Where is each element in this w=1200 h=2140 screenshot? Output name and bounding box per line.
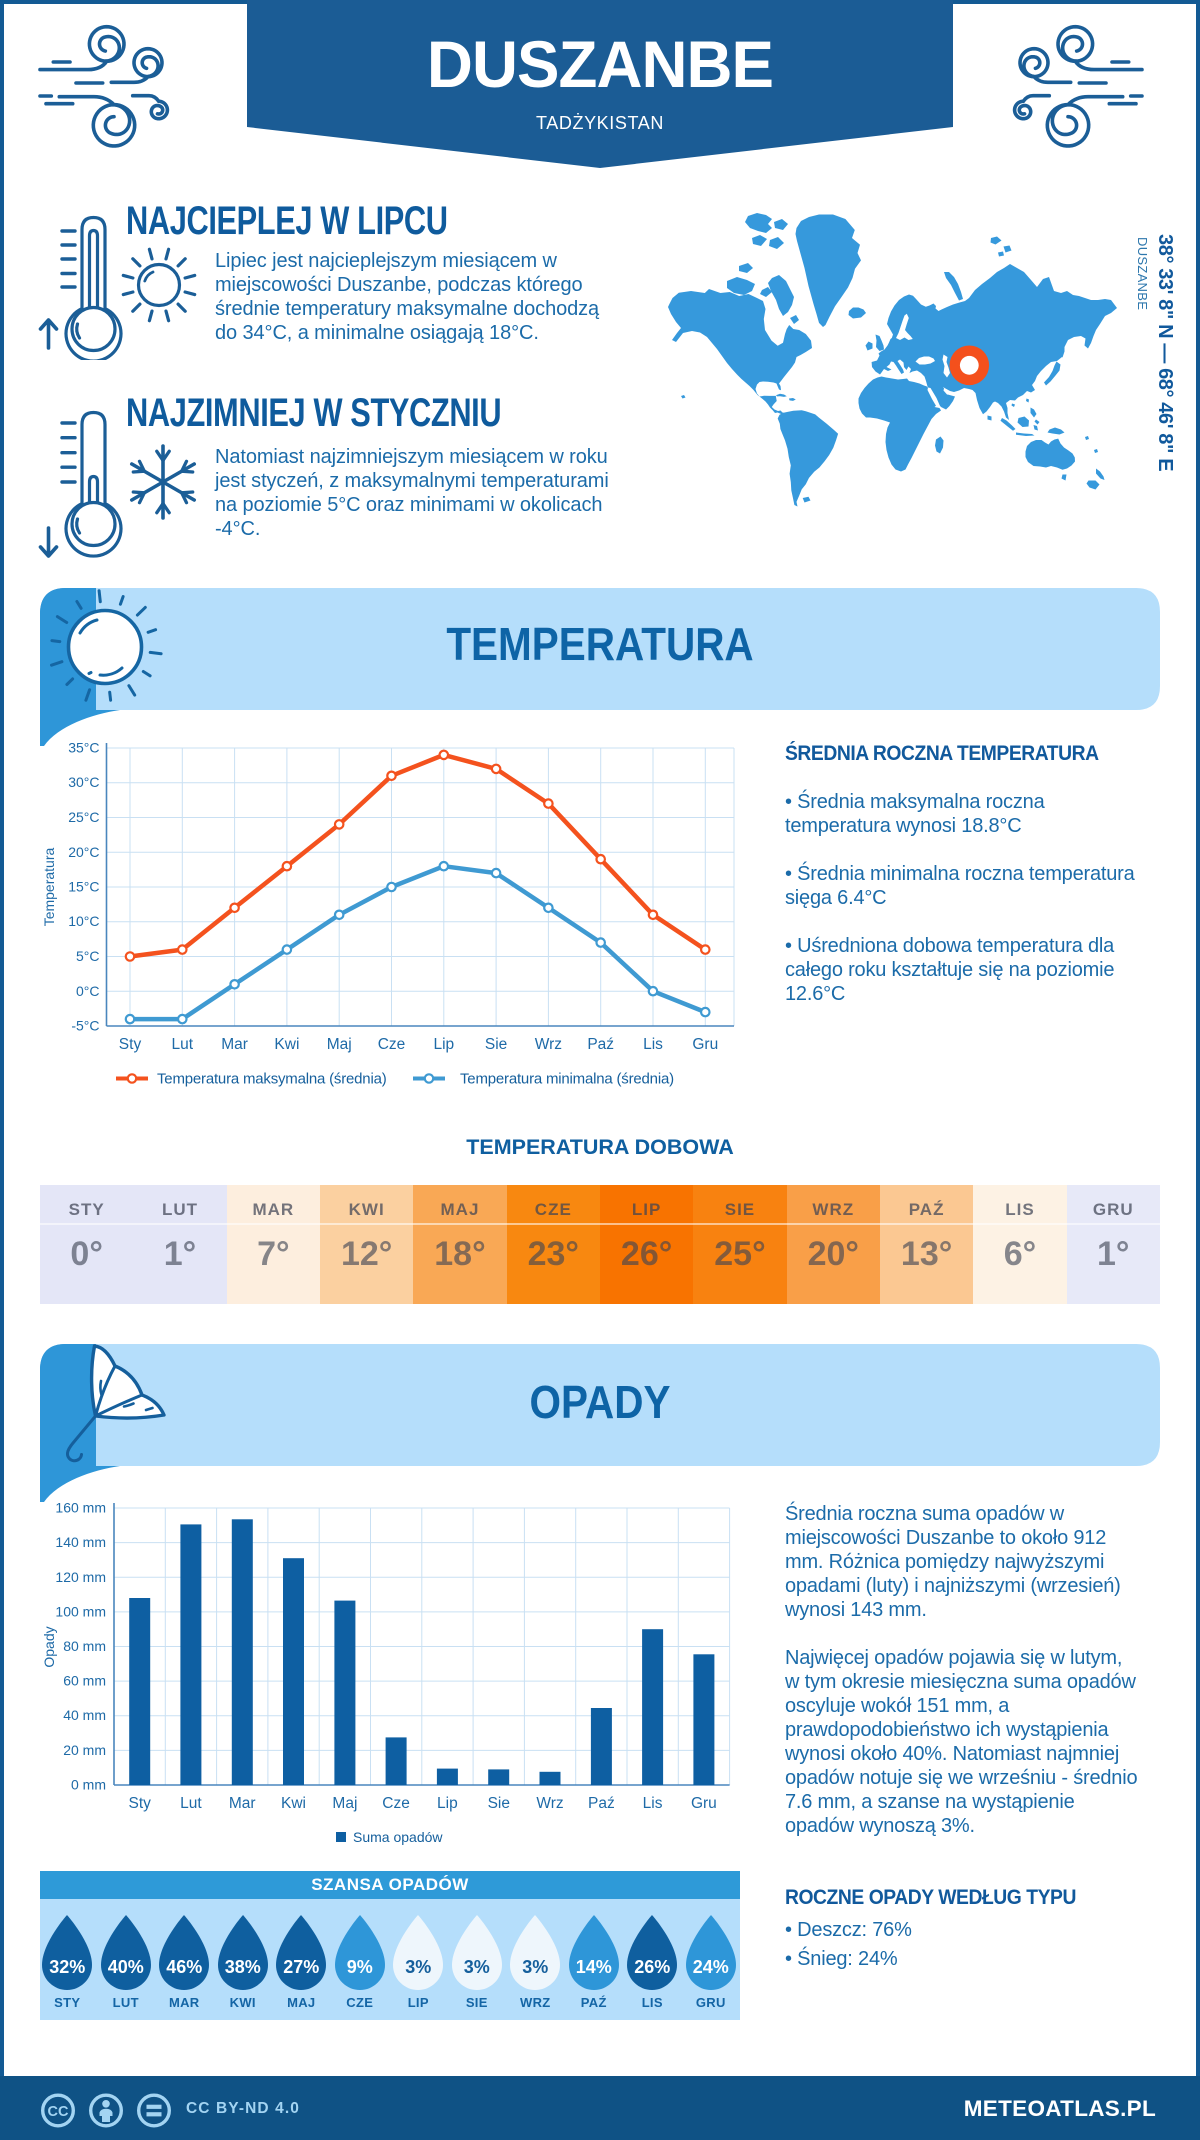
svg-text:Lut: Lut <box>180 1795 202 1812</box>
svg-text:Maj: Maj <box>332 1795 357 1812</box>
svg-text:Temperatura minimalna (średnia: Temperatura minimalna (średnia) <box>460 1071 674 1088</box>
svg-text:Temperatura: Temperatura <box>41 847 57 926</box>
svg-text:Kwi: Kwi <box>281 1795 306 1812</box>
svg-text:35°C: 35°C <box>68 740 99 756</box>
svg-text:60 mm: 60 mm <box>63 1673 106 1689</box>
svg-text:Temperatura maksymalna (średni: Temperatura maksymalna (średnia) <box>157 1071 387 1088</box>
svg-text:Lis: Lis <box>643 1795 663 1812</box>
svg-text:Opady: Opady <box>41 1626 57 1667</box>
svg-text:Cze: Cze <box>382 1795 410 1812</box>
svg-text:Sie: Sie <box>488 1795 510 1812</box>
svg-text:Maj: Maj <box>327 1036 352 1053</box>
svg-text:0°C: 0°C <box>76 983 100 999</box>
svg-text:Sty: Sty <box>128 1795 151 1812</box>
svg-text:30°C: 30°C <box>68 774 99 790</box>
svg-text:Gru: Gru <box>691 1795 717 1812</box>
svg-text:Lut: Lut <box>172 1036 194 1053</box>
svg-text:Gru: Gru <box>692 1036 718 1053</box>
svg-text:Wrz: Wrz <box>536 1795 563 1812</box>
svg-text:-5°C: -5°C <box>71 1018 99 1034</box>
svg-text:40 mm: 40 mm <box>63 1707 106 1723</box>
svg-text:Sie: Sie <box>485 1036 507 1053</box>
svg-text:Sty: Sty <box>119 1036 142 1053</box>
svg-text:Suma opadów: Suma opadów <box>353 1829 443 1845</box>
svg-text:Wrz: Wrz <box>535 1036 562 1053</box>
svg-text:Mar: Mar <box>221 1036 248 1053</box>
svg-text:0 mm: 0 mm <box>71 1777 106 1793</box>
svg-text:Mar: Mar <box>229 1795 256 1812</box>
svg-text:140 mm: 140 mm <box>55 1534 106 1550</box>
svg-text:80 mm: 80 mm <box>63 1638 106 1654</box>
svg-text:Lip: Lip <box>437 1795 458 1812</box>
svg-text:CC: CC <box>48 2104 69 2120</box>
svg-text:Cze: Cze <box>378 1036 406 1053</box>
svg-text:15°C: 15°C <box>68 879 99 895</box>
svg-text:25°C: 25°C <box>68 809 99 825</box>
svg-text:120 mm: 120 mm <box>55 1569 106 1585</box>
svg-text:20°C: 20°C <box>68 844 99 860</box>
svg-text:Paź: Paź <box>587 1036 614 1053</box>
svg-text:100 mm: 100 mm <box>55 1603 106 1619</box>
svg-text:Lip: Lip <box>433 1036 454 1053</box>
svg-text:Kwi: Kwi <box>274 1036 299 1053</box>
svg-text:Lis: Lis <box>643 1036 663 1053</box>
svg-text:10°C: 10°C <box>68 913 99 929</box>
svg-text:5°C: 5°C <box>76 948 100 964</box>
svg-text:Paź: Paź <box>588 1795 615 1812</box>
svg-text:160 mm: 160 mm <box>55 1500 106 1516</box>
svg-text:20 mm: 20 mm <box>63 1742 106 1758</box>
